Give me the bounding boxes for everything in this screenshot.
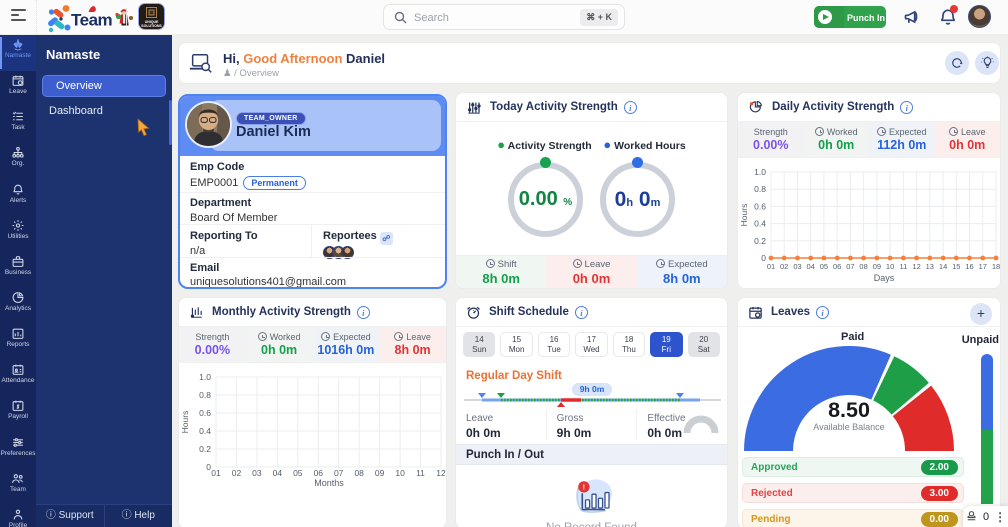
svg-text:0.2: 0.2 [754, 236, 766, 246]
svg-text:16: 16 [965, 262, 973, 271]
svg-text:07: 07 [334, 468, 344, 478]
svg-text:0: 0 [206, 462, 211, 472]
svg-text:Hours: Hours [739, 204, 749, 227]
svg-text:Days: Days [874, 273, 895, 283]
svg-text:Hours: Hours [180, 411, 190, 434]
svg-text:01: 01 [211, 468, 221, 478]
svg-text:0.4: 0.4 [199, 426, 211, 436]
svg-text:11: 11 [416, 468, 425, 478]
svg-text:!: ! [582, 483, 584, 492]
svg-text:05: 05 [293, 468, 303, 478]
svg-text:09: 09 [873, 262, 881, 271]
svg-text:Months: Months [314, 478, 344, 488]
svg-text:0.8: 0.8 [754, 184, 766, 194]
svg-text:04: 04 [807, 262, 815, 271]
svg-text:07: 07 [846, 262, 854, 271]
svg-text:09: 09 [375, 468, 385, 478]
svg-text:06: 06 [314, 468, 324, 478]
svg-text:1.0: 1.0 [754, 167, 766, 177]
svg-text:05: 05 [820, 262, 828, 271]
svg-text:0.6: 0.6 [754, 201, 766, 211]
svg-text:02: 02 [780, 262, 788, 271]
svg-text:10: 10 [886, 262, 894, 271]
svg-text:10: 10 [395, 468, 405, 478]
svg-text:08: 08 [354, 468, 364, 478]
svg-text:11: 11 [900, 262, 908, 271]
svg-text:1.0: 1.0 [199, 372, 211, 382]
svg-text:0: 0 [761, 253, 766, 263]
svg-text:01: 01 [767, 262, 775, 271]
svg-text:Team: Team [71, 11, 113, 30]
svg-text:12: 12 [912, 262, 920, 271]
svg-text:02: 02 [232, 468, 242, 478]
svg-text:0.8: 0.8 [199, 390, 211, 400]
svg-text:04: 04 [273, 468, 283, 478]
svg-text:12: 12 [436, 468, 446, 478]
svg-text:13: 13 [926, 262, 934, 271]
svg-text:08: 08 [859, 262, 867, 271]
svg-text:0.6: 0.6 [199, 408, 211, 418]
svg-text:18: 18 [992, 262, 1000, 271]
svg-text:15: 15 [952, 262, 960, 271]
svg-text:06: 06 [833, 262, 841, 271]
svg-text:14: 14 [939, 262, 947, 271]
svg-text:03: 03 [793, 262, 801, 271]
svg-text:0.4: 0.4 [754, 219, 766, 229]
svg-text:03: 03 [252, 468, 262, 478]
svg-text:0.2: 0.2 [199, 444, 211, 454]
svg-text:17: 17 [979, 262, 987, 271]
